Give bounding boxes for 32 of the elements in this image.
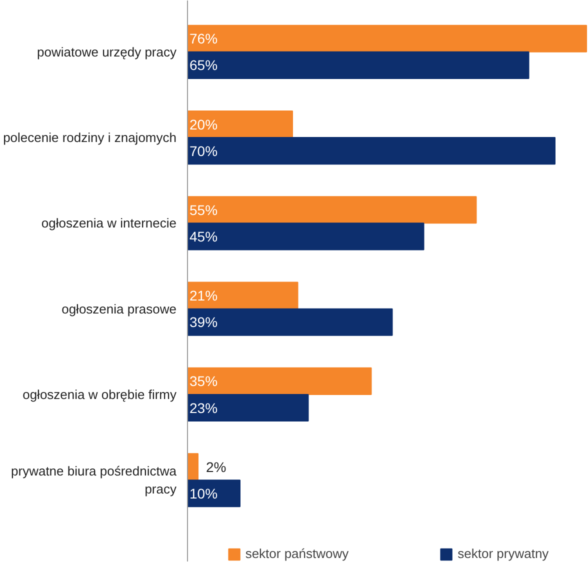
bar (188, 137, 556, 165)
data-label: 10% (189, 485, 218, 502)
data-label: 21% (189, 288, 218, 304)
bar (188, 367, 372, 395)
bar (188, 480, 240, 508)
data-label: 76% (189, 30, 218, 47)
data-label: 65% (189, 57, 218, 74)
data-label: 45% (189, 228, 218, 244)
y-tick-label: ogłoszenia w obrębie firmy (22, 386, 177, 402)
legend-label: sektor państwowy (245, 546, 349, 561)
bar (188, 282, 298, 310)
bar (188, 51, 530, 79)
data-label: 2% (206, 458, 226, 475)
bar (188, 308, 393, 336)
y-tick-label: ogłoszenia prasowe (62, 301, 176, 316)
bar (188, 196, 477, 224)
legend-label: sektor prywatny (458, 546, 549, 561)
bar (188, 453, 198, 481)
bar (188, 24, 588, 52)
data-label: 39% (189, 314, 218, 330)
data-label: 35% (189, 373, 218, 390)
y-tick-label: polecenie rodziny i znajomych (3, 130, 177, 146)
bar (188, 394, 309, 422)
bar (188, 110, 293, 138)
y-tick-label: powiatowe urzędy pracy (37, 44, 177, 60)
bar (188, 222, 424, 250)
data-label: 20% (189, 116, 218, 132)
y-tick-label: ogłoszenia w internecie (41, 216, 177, 231)
data-label: 70% (189, 142, 218, 159)
data-label: 55% (189, 202, 218, 218)
y-tick-label: prywatne biura pośrednictwa pracy (11, 464, 178, 497)
data-label: 23% (189, 400, 218, 416)
